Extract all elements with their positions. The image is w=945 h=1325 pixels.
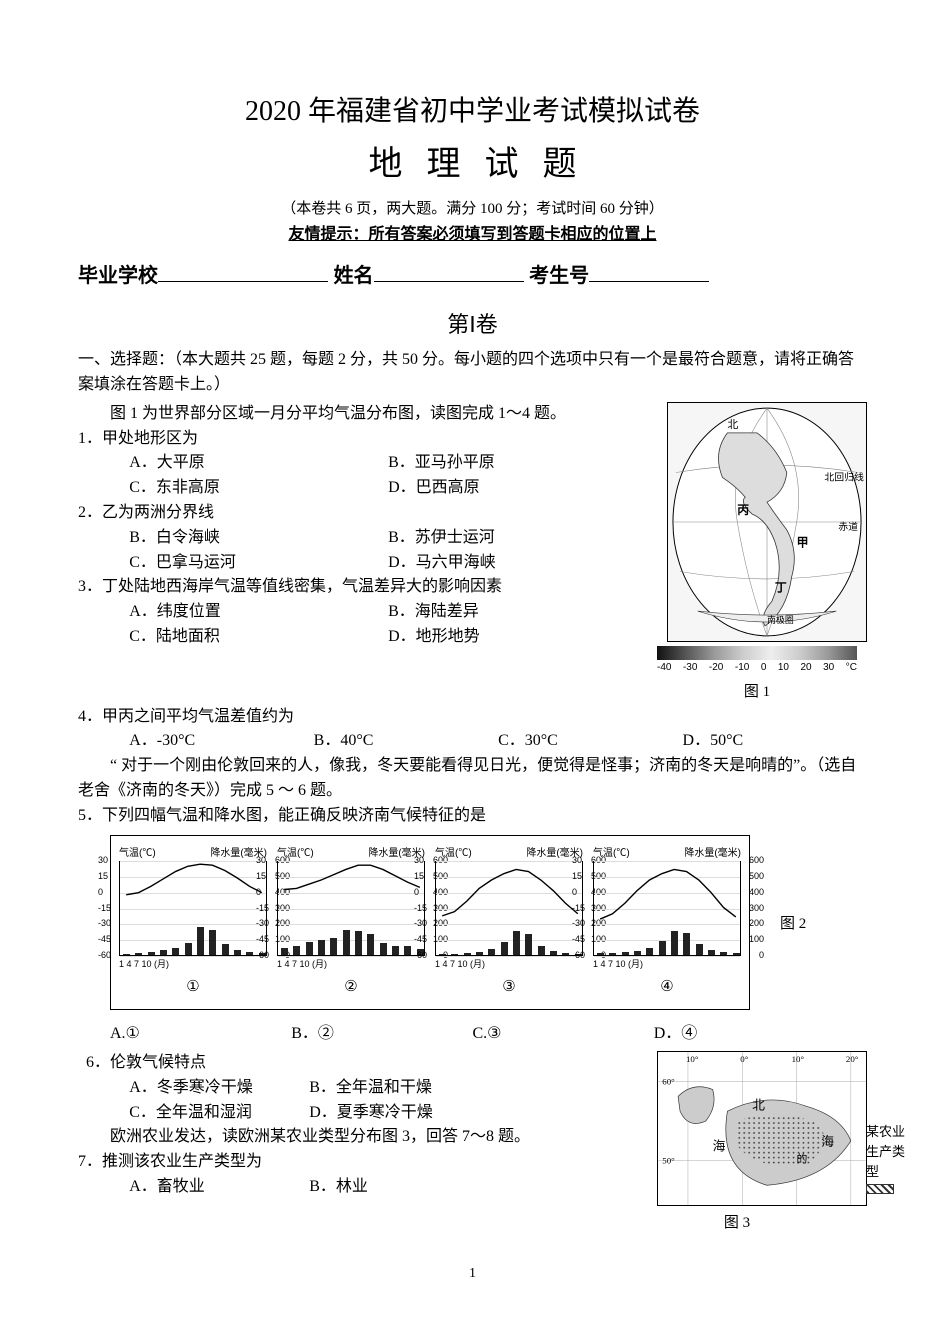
fig1-caption: 图 1 (647, 681, 867, 704)
q7-optA[interactable]: A．畜牧业 (129, 1175, 309, 1200)
q5-optC[interactable]: C.③ (473, 1022, 654, 1047)
svg-text:20°: 20° (846, 1054, 859, 1064)
fig1-label-jia: 甲 (797, 536, 809, 550)
name-label: 姓名 (334, 265, 374, 287)
school-label: 毕业学校 (78, 265, 158, 287)
q5-optB[interactable]: B．② (291, 1022, 472, 1047)
q4-optA[interactable]: A．-30°C (129, 729, 313, 754)
q5-optA[interactable]: A.① (110, 1022, 291, 1047)
svg-text:的: 的 (797, 1152, 808, 1166)
q6-stem: 6．伦敦气候特点 (78, 1051, 607, 1076)
subject-title: 地理试题 (78, 139, 867, 192)
q3-optC[interactable]: C．陆地面积 (129, 625, 388, 650)
q7-optB[interactable]: B．林业 (309, 1175, 489, 1200)
tip-line: 友情提示：所有答案必须填写到答题卡相应的位置上 (78, 223, 867, 248)
svg-text:北: 北 (752, 1098, 765, 1112)
svg-text:海: 海 (821, 1135, 834, 1149)
figure-3-map: 10°0°10°20° 60°50° 北 海 海 的 某农业生产类型 (657, 1051, 867, 1206)
q1-optB[interactable]: B．亚马孙平原 (388, 451, 647, 476)
section-1-header: 第Ⅰ卷 (78, 308, 867, 342)
q4-stem: 4．甲丙之间平均气温差值约为 (78, 705, 867, 730)
fig1-legend-ticks: -40-30-20-100102030°C (657, 660, 857, 676)
fig1-label-bing: 丙 (737, 503, 749, 517)
q7-stem: 7．推测该农业生产类型为 (78, 1150, 607, 1175)
q3-optA[interactable]: A．纬度位置 (129, 600, 388, 625)
svg-text:60°: 60° (662, 1077, 675, 1087)
fig3-legend: 某农业生产类型 (866, 1122, 914, 1194)
fig1-label-ding: 丁 (775, 580, 787, 594)
svg-text:0°: 0° (740, 1054, 748, 1064)
q3-optB[interactable]: B．海陆差异 (388, 600, 647, 625)
climate-chart-1: 气温(℃)降水量(毫米)-60-45-30-150153001002003004… (119, 846, 267, 1000)
q2-optA[interactable]: B．白令海峡 (129, 526, 388, 551)
climate-chart-2: 气温(℃)降水量(毫米)-60-45-30-150153001002003004… (277, 846, 425, 1000)
fig1-legend-bar (657, 646, 857, 660)
id-blank[interactable] (589, 260, 709, 282)
quote-text: “ 对于一个刚由伦敦回来的人，像我，冬天要能看得见日光，便觉得是怪事；济南的冬天… (78, 754, 867, 804)
q5-stem: 5．下列四幅气温和降水图，能正确反映济南气候特征的是 (78, 804, 867, 829)
q6-optB[interactable]: B．全年温和干燥 (309, 1076, 489, 1101)
intro-q1-4: 图 1 为世界部分区域一月分平均气温分布图，读图完成 1～4 题。 (78, 402, 647, 427)
q4-optD[interactable]: D．50°C (683, 729, 867, 754)
q1-optA[interactable]: A．大平原 (129, 451, 388, 476)
fig3-caption: 图 3 (607, 1212, 867, 1235)
intro-q7-8: 欧洲农业发达，读欧洲某农业类型分布图 3，回答 7～8 题。 (78, 1125, 607, 1150)
q1-stem: 1．甲处地形区为 (78, 427, 647, 452)
q3-optD[interactable]: D．地形地势 (388, 625, 647, 650)
school-blank[interactable] (158, 260, 328, 282)
q5-optD[interactable]: D．④ (654, 1022, 835, 1047)
page-number: 1 (78, 1263, 867, 1285)
q2-optB[interactable]: B．苏伊士运河 (388, 526, 647, 551)
q6-optD[interactable]: D．夏季寒冷干燥 (309, 1101, 489, 1126)
paper-info: （本卷共 6 页，两大题。满分 100 分；考试时间 60 分钟） (78, 198, 867, 221)
figure-2-charts: 气温(℃)降水量(毫米)-60-45-30-150153001002003004… (110, 835, 750, 1011)
fig2-caption: 图 2 (780, 913, 806, 936)
svg-text:10°: 10° (686, 1054, 699, 1064)
fig1-label-tropic: 北回归线 (824, 470, 864, 483)
svg-text:50°: 50° (662, 1156, 675, 1166)
q2-optC[interactable]: C．巴拿马运河 (129, 551, 388, 576)
student-info-line: 毕业学校 姓名 考生号 (78, 260, 867, 292)
q2-optD[interactable]: D．马六甲海峡 (388, 551, 647, 576)
fig1-label-equator: 赤道 (838, 520, 858, 533)
figure-1-map: 北 北回归线 赤道 甲 丁 丙 南极圈 (667, 402, 867, 642)
svg-text:海: 海 (713, 1140, 726, 1154)
name-blank[interactable] (374, 260, 524, 282)
q4-optC[interactable]: C．30°C (498, 729, 682, 754)
climate-chart-3: 气温(℃)降水量(毫米)-60-45-30-150153001002003004… (435, 846, 583, 1000)
id-label: 考生号 (529, 265, 589, 287)
q1-optD[interactable]: D．巴西高原 (388, 476, 647, 501)
main-title: 2020 年福建省初中学业考试模拟试卷 (78, 90, 867, 133)
climate-chart-4: 气温(℃)降水量(毫米)-60-45-30-150153001002003004… (593, 846, 741, 1000)
q3-stem: 3．丁处陆地西海岸气温等值线密集，气温差异大的影响因素 (78, 575, 647, 600)
q6-optA[interactable]: A．冬季寒冷干燥 (129, 1076, 309, 1101)
section1-instructions: 一、选择题：（本大题共 25 题，每题 2 分，共 50 分。每小题的四个选项中… (78, 348, 867, 398)
q2-stem: 2．乙为两洲分界线 (78, 501, 647, 526)
svg-text:10°: 10° (792, 1054, 805, 1064)
q1-optC[interactable]: C．东非高原 (129, 476, 388, 501)
q4-optB[interactable]: B．40°C (314, 729, 498, 754)
fig1-label-antarctic: 南极圈 (767, 614, 794, 625)
fig1-label-north: 北 (727, 418, 738, 431)
q6-optC[interactable]: C．全年温和湿润 (129, 1101, 309, 1126)
